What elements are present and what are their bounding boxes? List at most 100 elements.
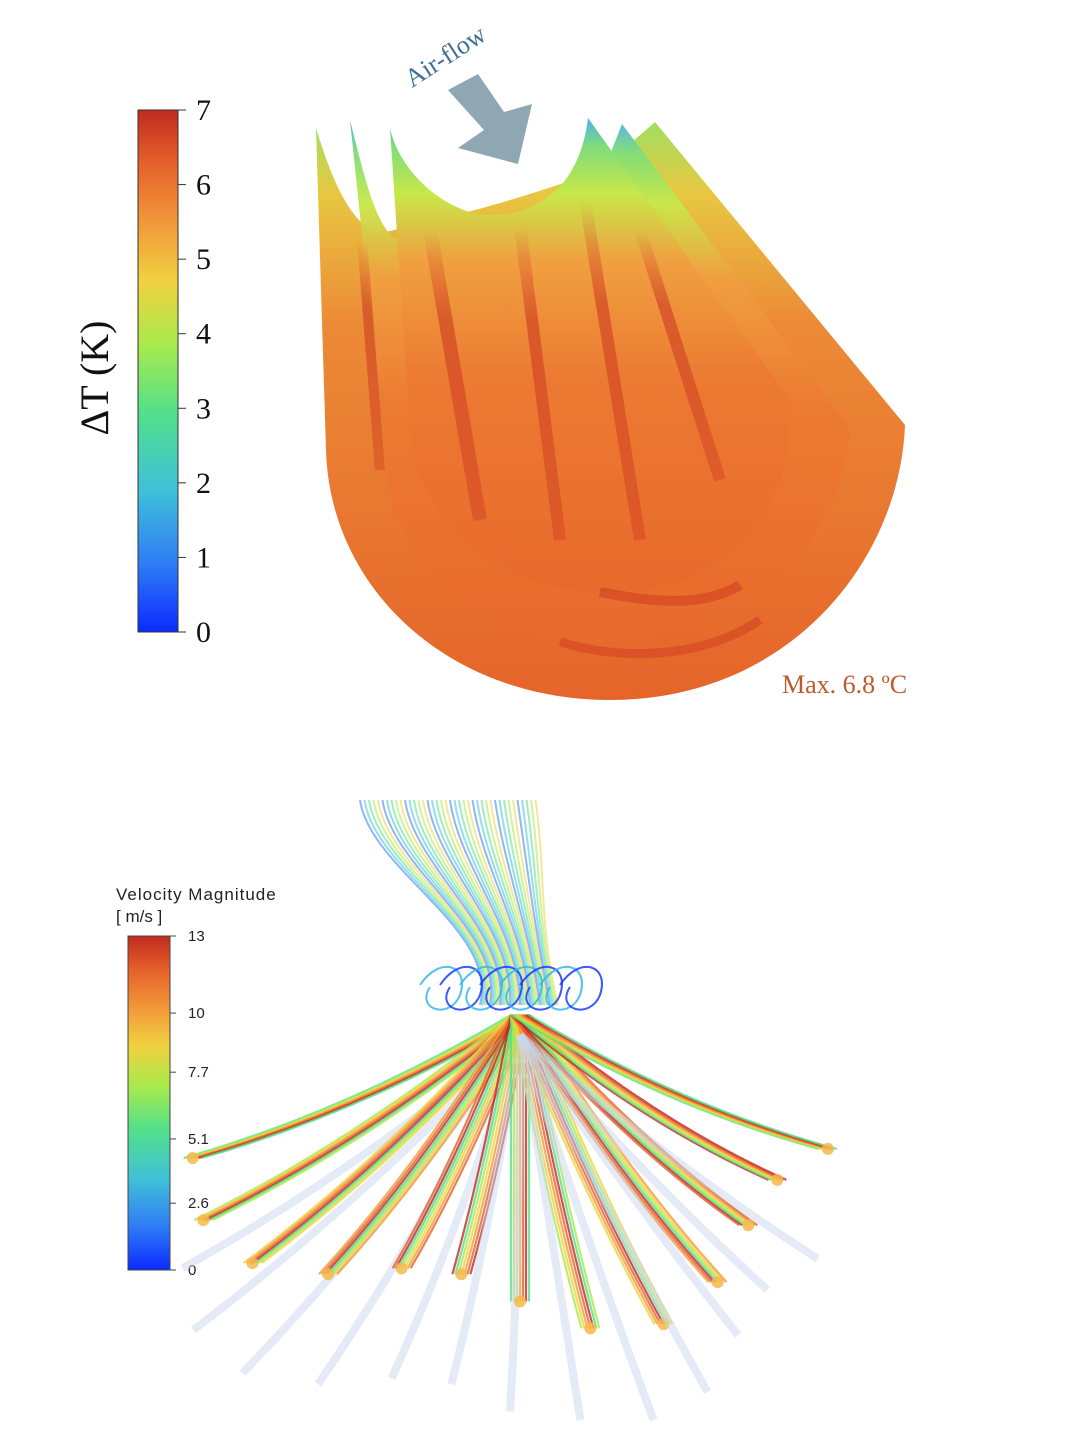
streamline-ghost (516, 1034, 585, 1421)
colorbar-tick-label: 2 (196, 467, 211, 500)
streamline-inlet (462, 799, 527, 1006)
streamline-channel (457, 1014, 519, 1275)
streamline-inlet (512, 799, 549, 1006)
airflow-arrow-icon (448, 74, 532, 164)
streamline-inlet (377, 799, 491, 1006)
colorbar-tick-label: 10 (188, 1005, 205, 1022)
streamline-channel (513, 1014, 743, 1227)
streamline-channel (193, 1014, 512, 1222)
streamline-ghost (516, 1033, 658, 1422)
channel-outlet (246, 1257, 259, 1270)
channel-outlet (322, 1268, 335, 1281)
streamline-swirl (439, 965, 483, 1011)
streamline-channel (199, 1014, 518, 1222)
streamline-ghost (190, 1032, 523, 1334)
colorbar-tick-label: 13 (188, 928, 205, 945)
streamline-inlet (390, 799, 497, 1006)
colorbar-tick-label: 7 (196, 94, 211, 127)
colorbar-tick-label: 2.6 (188, 1195, 209, 1212)
streamline-inlet (399, 799, 500, 1006)
channel-outlet (711, 1276, 724, 1289)
streamline-inlet (386, 799, 495, 1006)
streamline-inlet (498, 799, 543, 1006)
channel-outlet (455, 1268, 468, 1281)
hot-streak (514, 224, 566, 541)
channel-outlet (742, 1219, 755, 1232)
colorbar-tick-label: 0 (196, 616, 211, 649)
hot-streak (579, 199, 646, 541)
streamline-swirl (559, 965, 603, 1011)
colorbar-title: ΔT (K) (72, 321, 117, 436)
streamline-inlet (368, 799, 487, 1006)
hot-streak (634, 228, 726, 482)
colorbar-tick-label: 0 (188, 1262, 196, 1279)
streamline-channel (510, 1014, 769, 1181)
streamline-channel (318, 1014, 512, 1275)
streamline-inlet (489, 799, 539, 1006)
streamline-channel (403, 1014, 525, 1269)
streamline-ghost (517, 1031, 820, 1263)
streamline-channel (400, 1014, 522, 1269)
colorbar-tick-label: 1 (196, 541, 211, 574)
colorbar-tick-label: 7.7 (188, 1064, 209, 1081)
streamline-channel (519, 1014, 778, 1181)
streamline-inlet (453, 799, 523, 1006)
velocity-streamline-panel: Velocity Magnitude [ m/s ] 0 2.6 5.1 7.7 10 1… (0, 780, 1092, 1430)
streamline-channel (451, 1014, 513, 1275)
streamline-channel (248, 1014, 518, 1264)
colorbar-title: Velocity Magnitude (116, 885, 277, 904)
colorbar-unit: [ m/s ] (116, 907, 162, 926)
streamline-inlet (435, 799, 516, 1006)
streamline-channel (394, 1014, 516, 1269)
streamline-channel (516, 1014, 746, 1227)
colorbar-tick-label: 5 (196, 243, 211, 276)
streamline-channel (242, 1014, 512, 1264)
channel-outlet (584, 1322, 597, 1335)
streamline-channel (528, 1014, 838, 1150)
streamline-inlet (525, 799, 555, 1006)
hot-streak (357, 239, 385, 471)
streamline-swirl (479, 965, 523, 1011)
streamline-ghost (516, 1032, 742, 1338)
heat-sink-fins (316, 118, 905, 700)
streamline-ghost (506, 1034, 524, 1412)
streamline-inlet (480, 799, 535, 1006)
streamline-inlet (413, 799, 506, 1006)
velocity-colorbar: Velocity Magnitude [ m/s ] 0 2.6 5.1 7.7 10 1… (116, 885, 277, 1279)
colorbar-tick-label: 6 (196, 169, 211, 202)
velocity-streamline-figure: Velocity Magnitude [ m/s ] 0 2.6 5.1 7.7 10 1… (116, 799, 838, 1422)
streamline-inlet (485, 799, 537, 1006)
streamline-inlet (363, 799, 485, 1006)
streamline-channel (391, 1014, 513, 1269)
streamline-inlet (449, 799, 521, 1006)
streamline-ghost (447, 1034, 524, 1386)
streamline-channel (196, 1014, 515, 1222)
streamline-channel (397, 1014, 519, 1269)
streamline-channel (202, 1014, 521, 1222)
streamline-inlet (444, 799, 520, 1006)
streamline-swirl (499, 965, 543, 1011)
streamline-inlet (503, 799, 545, 1006)
streamline-inlet (431, 799, 514, 1006)
streamline-swirl (419, 965, 463, 1011)
streamline-inlet (426, 799, 512, 1006)
streamline-channel (460, 1014, 522, 1275)
airflow-indicator: Air-flow (399, 19, 532, 164)
colorbar-ticks: 0 1 2 3 4 5 6 7 (178, 94, 211, 649)
streamline-inlet (494, 799, 541, 1006)
streamline-swirl (519, 965, 563, 1011)
streamline-inlet (440, 799, 518, 1006)
hot-streak (558, 616, 763, 659)
streamlines (180, 799, 838, 1422)
temperature-contour-figure: 0 1 2 3 4 5 6 7 ΔT (K) Air-flow Max. 6.8 ºC (72, 19, 907, 700)
channel-outlet (186, 1152, 199, 1164)
channel-outlet (197, 1214, 210, 1227)
temperature-contour-panel: 0 1 2 3 4 5 6 7 ΔT (K) Air-flow Max. 6.8 ºC (72, 19, 907, 700)
channel-outlet (395, 1262, 408, 1275)
streamline-inlet (476, 799, 533, 1006)
streamline-inlet (381, 799, 493, 1006)
temperature-colorbar: 0 1 2 3 4 5 6 7 ΔT (K) (72, 94, 211, 649)
streamline-swirl (459, 965, 503, 1011)
streamline-inlet (530, 799, 557, 1006)
streamline-channel (513, 1014, 772, 1181)
